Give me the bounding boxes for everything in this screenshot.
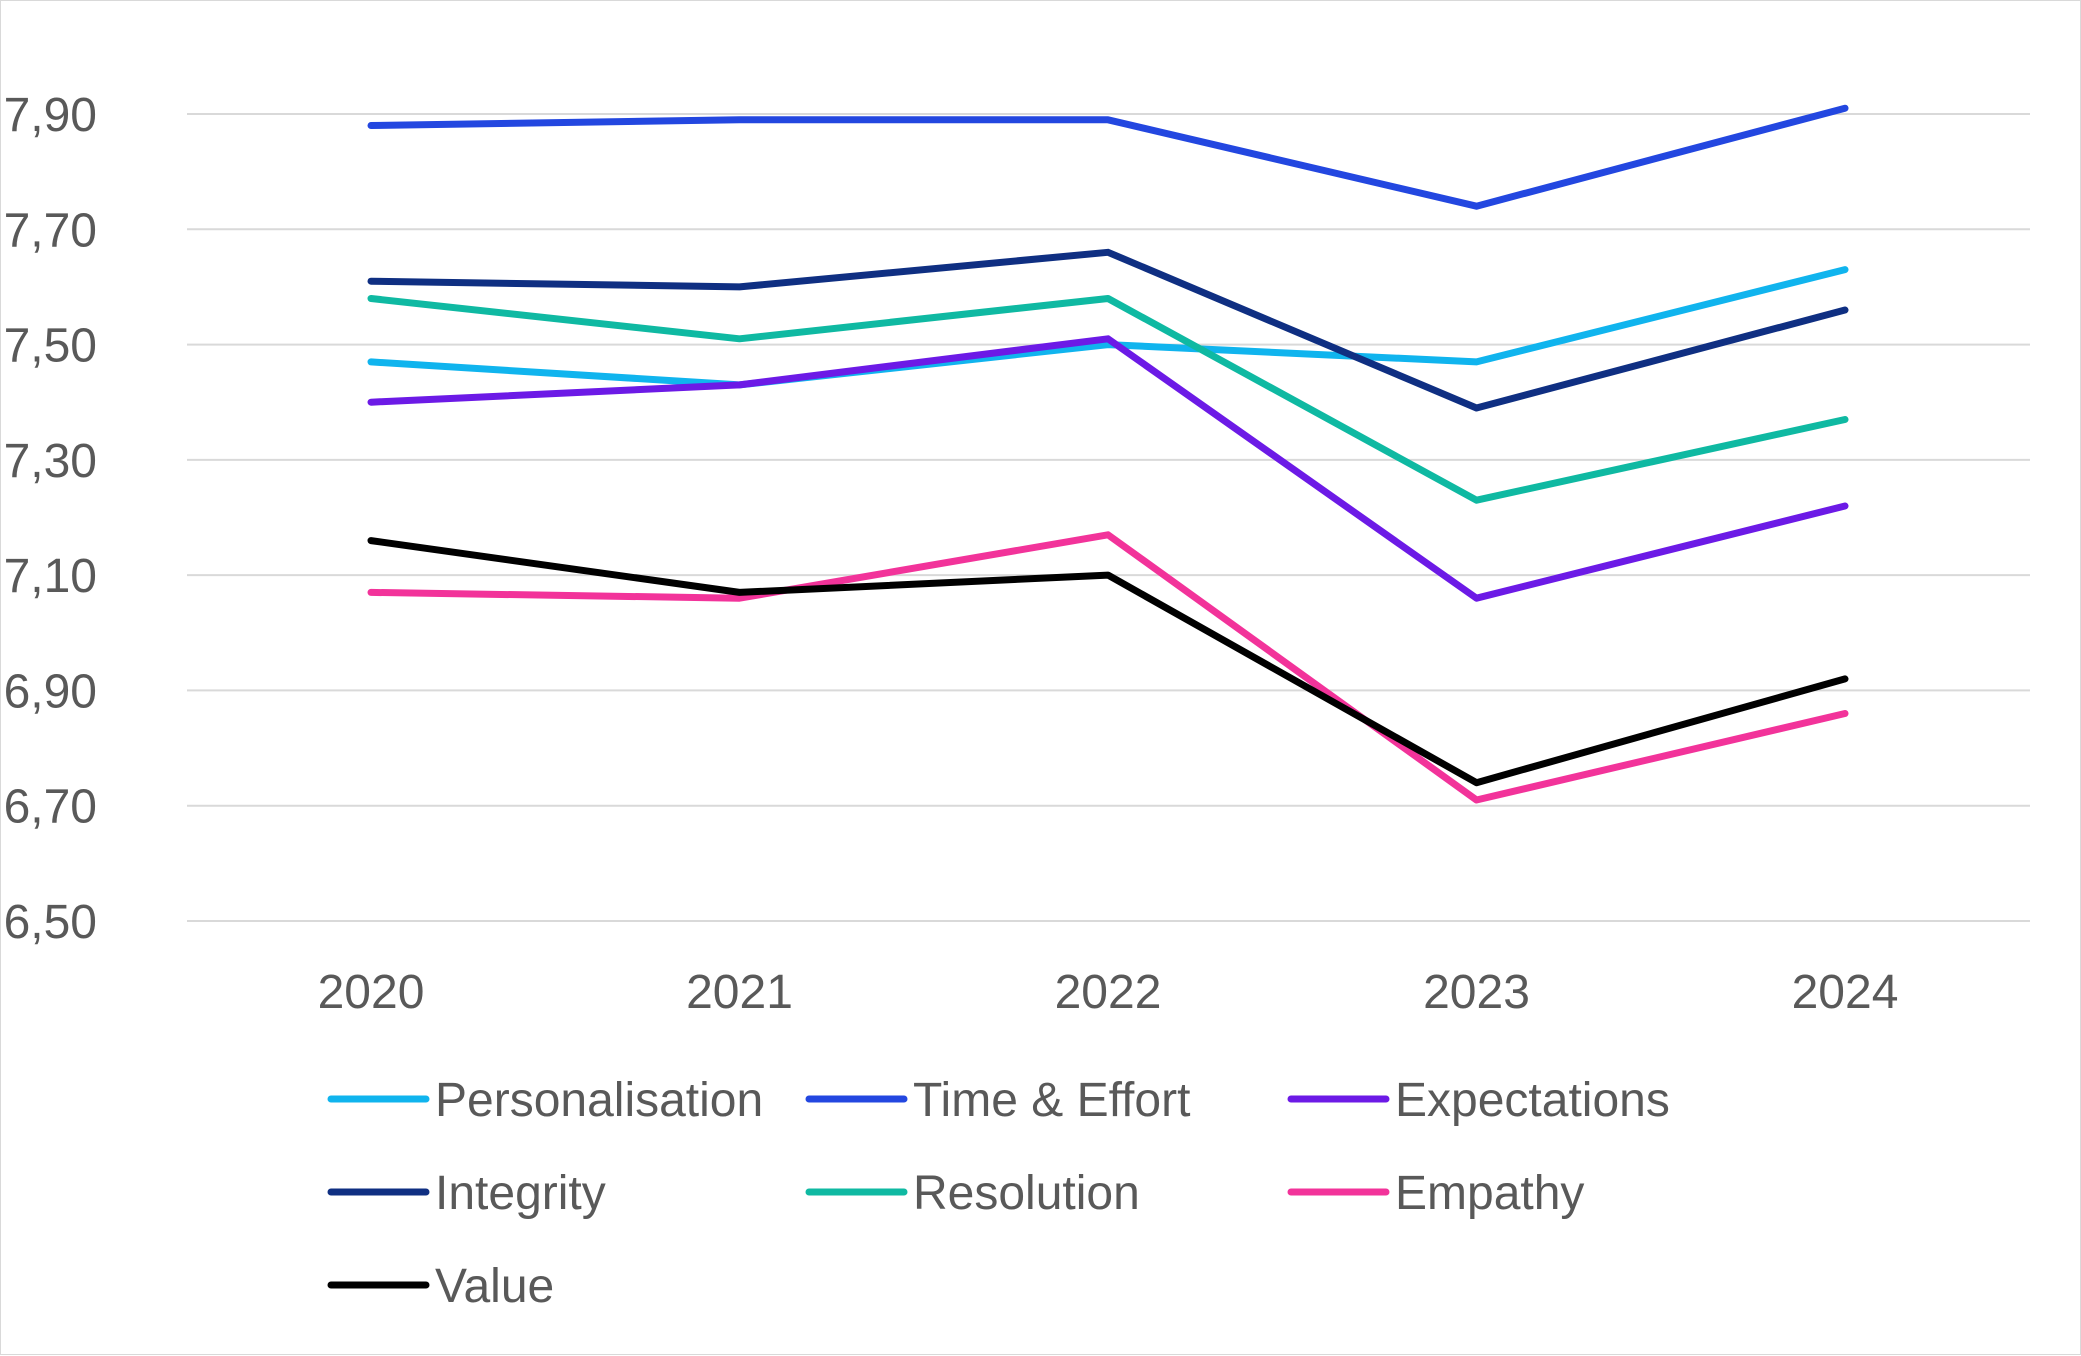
x-tick-label: 2021 <box>686 966 793 1019</box>
legend-label: Resolution <box>913 1167 1140 1220</box>
series-line <box>367 537 1849 787</box>
y-tick-label: 6,90 <box>4 665 97 718</box>
legend-label: Time & Effort <box>913 1074 1190 1127</box>
legend-item-empathy: Empathy <box>1287 1167 1584 1220</box>
legend-label: Empathy <box>1395 1167 1584 1220</box>
legend-item-personalisation: Personalisation <box>327 1074 763 1127</box>
gridlines <box>187 113 2030 922</box>
series-personalisation <box>367 266 1849 389</box>
x-axis-ticks: 2020 2021 2022 2023 2024 <box>318 966 1899 1019</box>
x-tick-label: 2022 <box>1055 966 1162 1019</box>
legend-item-time-effort: Time & Effort <box>805 1074 1190 1127</box>
legend-label: Personalisation <box>435 1074 763 1127</box>
legend-label: Expectations <box>1395 1074 1670 1127</box>
series-value <box>367 537 1849 787</box>
series-resolution <box>367 295 1849 504</box>
y-tick-label: 7,70 <box>4 204 97 257</box>
series-line <box>367 266 1849 389</box>
y-tick-label: 7,90 <box>4 89 97 142</box>
y-tick-label: 7,50 <box>4 320 97 373</box>
y-tick-label: 7,30 <box>4 435 97 488</box>
series-empathy <box>367 531 1849 804</box>
legend-item-resolution: Resolution <box>805 1167 1140 1220</box>
series-line <box>367 531 1849 804</box>
legend-label: Value <box>435 1260 554 1313</box>
series-integrity <box>367 248 1849 412</box>
x-tick-label: 2024 <box>1792 966 1899 1019</box>
y-tick-label: 6,50 <box>4 896 97 949</box>
series-time-effort <box>367 104 1849 210</box>
y-tick-label: 6,70 <box>4 781 97 834</box>
y-tick-label: 7,10 <box>4 550 97 603</box>
series-line <box>367 104 1849 210</box>
legend: Personalisation Time & Effort Expectations… <box>327 1074 1670 1313</box>
legend-item-value: Value <box>327 1260 554 1313</box>
legend-item-integrity: Integrity <box>327 1167 606 1220</box>
legend-label: Integrity <box>435 1167 606 1220</box>
series-line <box>367 335 1849 602</box>
y-axis-ticks: 6,50 6,70 6,90 7,10 7,30 7,50 7,70 7,90 <box>4 89 97 949</box>
x-tick-label: 2023 <box>1423 966 1530 1019</box>
series-line <box>367 295 1849 504</box>
series-expectations <box>367 335 1849 602</box>
x-tick-label: 2020 <box>318 966 425 1019</box>
legend-item-expectations: Expectations <box>1287 1074 1670 1127</box>
plot-series <box>367 104 1849 804</box>
series-line <box>367 248 1849 412</box>
